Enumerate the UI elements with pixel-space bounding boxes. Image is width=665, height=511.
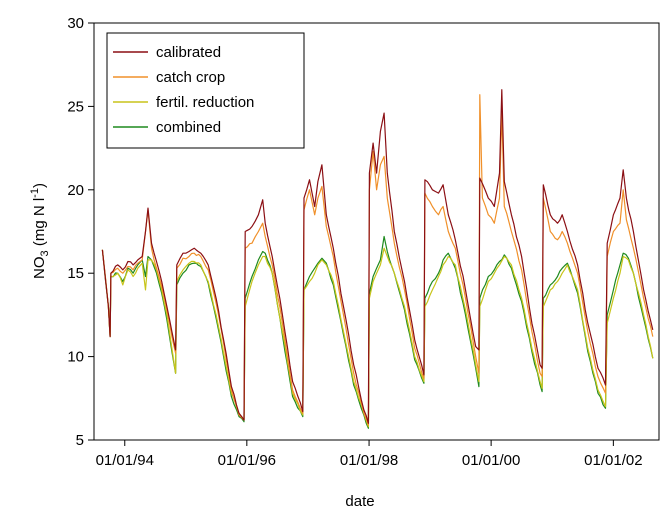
x-tick-label: 01/01/02 (584, 452, 642, 469)
y-axis-label-subscript: 3 (39, 250, 51, 256)
y-axis-label-main: NO (31, 256, 48, 279)
legend-label: fertil. reduction (156, 94, 254, 111)
plot-frame (93, 22, 660, 441)
series-line-fertil-reduction (101, 247, 654, 428)
y-axis: 5 10 15 20 25 30 (67, 15, 94, 449)
y-tick-label: 30 (67, 15, 84, 32)
y-axis-label-unit: (mg N l (31, 198, 48, 251)
legend-label: combined (156, 119, 221, 136)
x-tick-label: 01/01/00 (462, 452, 520, 469)
y-tick-label: 5 (76, 432, 84, 449)
x-axis-label: date (345, 493, 374, 510)
legend-label: catch crop (156, 69, 225, 86)
y-axis-label-unit-close: ) (31, 183, 48, 188)
plot-area (101, 89, 654, 429)
y-axis-label-superscript: -1 (29, 188, 41, 198)
x-tick-label: 01/01/96 (218, 452, 276, 469)
series-line-combined (101, 235, 654, 429)
series-line-catch-crop (101, 94, 654, 426)
y-tick-label: 10 (67, 349, 84, 366)
y-axis-label: NO3 (mg N l-1) (29, 183, 51, 279)
y-tick-label: 15 (67, 265, 84, 282)
legend: calibrated catch crop fertil. reduction com… (106, 32, 305, 149)
legend-label: calibrated (156, 44, 221, 61)
x-tick-label: 01/01/94 (96, 452, 154, 469)
y-tick-label: 20 (67, 182, 84, 199)
series-line-calibrated (101, 89, 654, 424)
x-tick-label: 01/01/98 (340, 452, 398, 469)
y-tick-label: 25 (67, 98, 84, 115)
x-axis: 01/01/94 01/01/96 01/01/98 01/01/00 01/01/02 (96, 440, 643, 469)
